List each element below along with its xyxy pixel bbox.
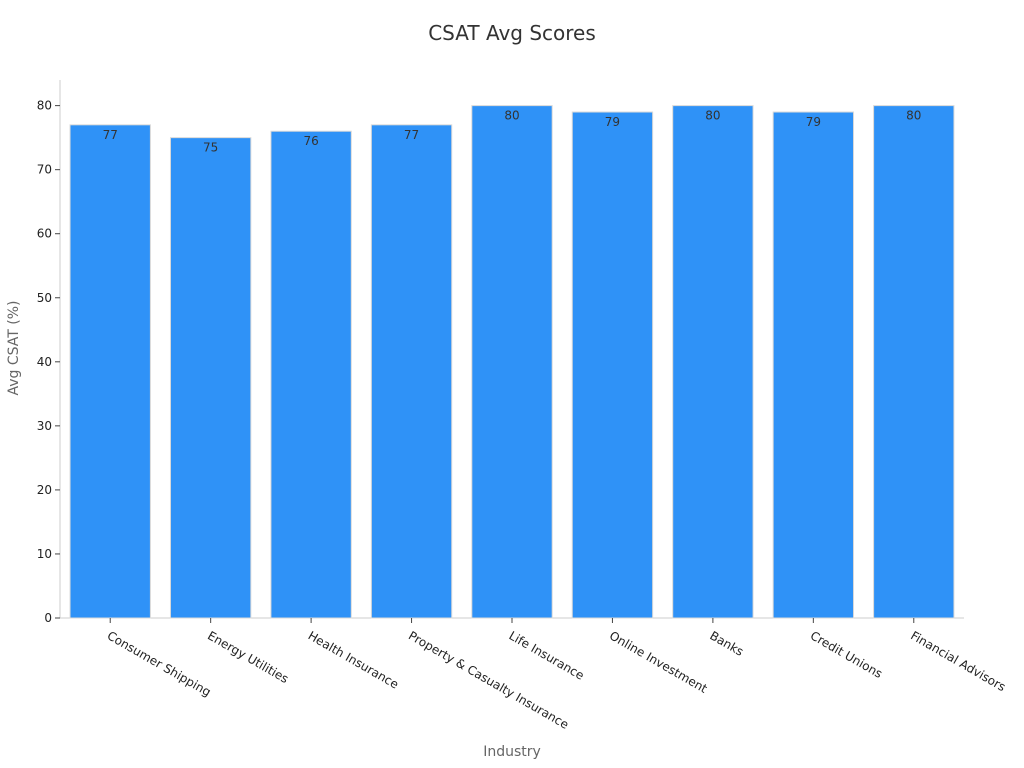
data-label: 77 [404,128,419,142]
data-label: 80 [705,109,720,123]
y-axis-label: Avg CSAT (%) [6,300,22,395]
y-tick-label: 70 [37,163,52,177]
data-label: 80 [906,109,921,123]
x-tick-label: Health Insurance [306,628,401,691]
bar [873,105,955,619]
x-tick-label: Energy Utilities [205,628,291,686]
x-tick-label: Consumer Shipping [105,628,214,699]
data-label: 75 [203,141,218,155]
x-tick-label: Online Investment [607,628,710,696]
x-tick-label: Life Insurance [507,628,587,682]
data-label: 80 [504,109,519,123]
x-tick-label: Banks [707,628,746,658]
bar [471,105,553,619]
bar [169,137,252,619]
y-tick-label: 60 [37,227,52,241]
plot-area: 0 10 20 30 40 50 60 70 80 77 Consumer Shipping 75 En… [37,80,1008,732]
y-tick-label: 80 [37,99,52,113]
data-label: 79 [806,115,821,129]
x-axis-label: Industry [483,744,541,760]
data-label: 77 [103,128,118,142]
y-tick-label: 10 [37,547,52,561]
chart-title: CSAT Avg Scores [428,21,596,45]
y-tick-label: 40 [37,355,52,369]
data-label: 79 [605,115,620,129]
x-tick-label: Credit Unions [808,628,885,681]
data-label: 76 [303,134,318,148]
x-tick-label: Financial Advisors [908,628,1008,694]
bar [69,124,151,619]
y-tick-label: 50 [37,291,52,305]
bar [571,111,654,619]
bar [672,105,754,619]
bar [772,111,855,619]
bar [270,130,352,619]
x-tick-label: Property & Casualty Insurance [406,628,571,731]
y-tick-label: 30 [37,419,52,433]
bar [370,124,453,619]
y-tick-label: 20 [37,483,52,497]
y-tick-label: 0 [44,611,52,625]
